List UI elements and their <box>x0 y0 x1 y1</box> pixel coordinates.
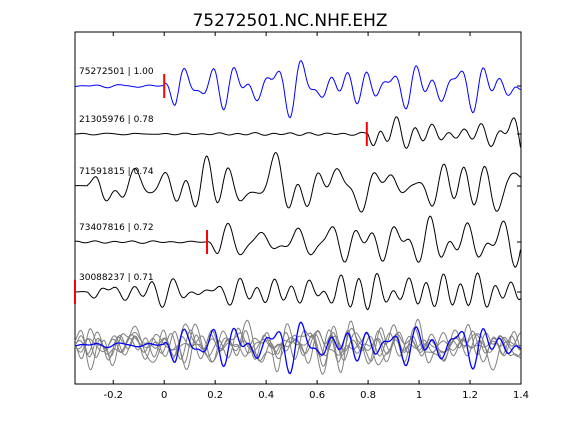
chart-title: 75272501.NC.NHF.EHZ <box>192 11 387 31</box>
trace-line-0 <box>74 60 521 119</box>
trace-line-1 <box>74 116 521 150</box>
trace-labels-layer: 75272501 | 1.00 21305976 | 0.78 71591815 |… <box>79 67 154 283</box>
trace-label-4: 30088237 | 0.71 <box>79 273 154 283</box>
stack-master-trace <box>74 321 521 375</box>
x-tick-label-6: 1 <box>416 390 422 401</box>
trace-label-2: 71591815 | 0.74 <box>79 167 154 177</box>
trace-label-3: 73407816 | 0.72 <box>79 223 154 233</box>
x-tick-label-4: 0.6 <box>309 390 325 401</box>
x-tick-label-3: 0.4 <box>258 390 274 401</box>
stack-trace-2 <box>74 320 521 373</box>
trace-line-3 <box>74 215 521 268</box>
x-axis: -0.2 0 0.2 0.4 0.6 0.8 1 1.2 1.4 <box>103 32 529 401</box>
trace-line-2 <box>74 151 521 213</box>
stack-layer <box>74 318 521 375</box>
plot-frame <box>74 31 522 385</box>
x-tick-label-7: 1.2 <box>462 390 478 401</box>
x-tick-label-2: 0.2 <box>207 390 223 401</box>
picks-layer <box>74 74 368 304</box>
x-tick-label-0: -0.2 <box>103 390 123 401</box>
x-tick-label-8: 1.4 <box>513 390 529 401</box>
x-tick-label-1: 0 <box>161 390 167 401</box>
trace-label-1: 21305976 | 0.78 <box>79 115 154 125</box>
trace-label-0: 75272501 | 1.00 <box>79 67 154 77</box>
x-tick-label-5: 0.8 <box>360 390 376 401</box>
stack-trace-3 <box>74 318 521 375</box>
trace-line-4 <box>75 272 521 311</box>
traces-layer <box>74 60 521 311</box>
